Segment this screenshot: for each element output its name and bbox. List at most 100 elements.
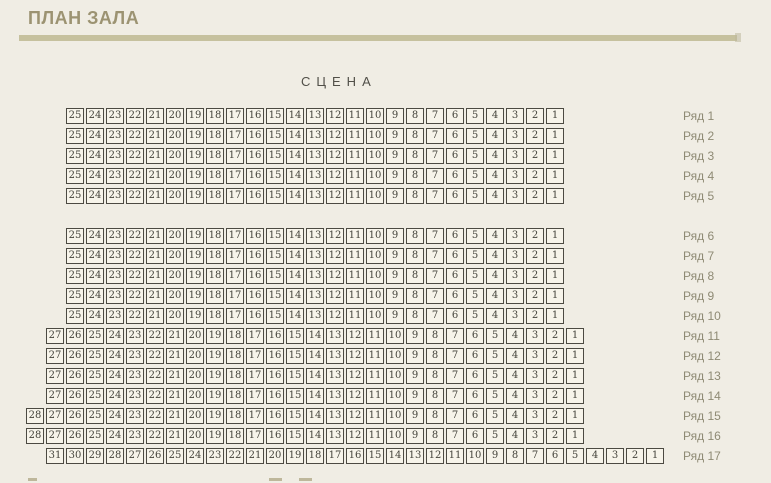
seat[interactable]: 18 bbox=[306, 448, 324, 464]
seat[interactable]: 1 bbox=[546, 188, 564, 204]
seat[interactable]: 20 bbox=[186, 408, 204, 424]
seat[interactable]: 14 bbox=[286, 188, 304, 204]
seat[interactable]: 20 bbox=[166, 168, 184, 184]
seat[interactable]: 4 bbox=[506, 428, 524, 444]
seat[interactable]: 7 bbox=[426, 108, 444, 124]
seat[interactable]: 13 bbox=[326, 408, 344, 424]
seat[interactable]: 21 bbox=[166, 348, 184, 364]
seat[interactable]: 16 bbox=[266, 348, 284, 364]
seat[interactable]: 6 bbox=[466, 328, 484, 344]
seat[interactable]: 19 bbox=[206, 328, 224, 344]
seat[interactable]: 18 bbox=[206, 228, 224, 244]
seat[interactable]: 22 bbox=[126, 288, 144, 304]
seat[interactable]: 25 bbox=[166, 448, 184, 464]
seat[interactable]: 24 bbox=[86, 268, 104, 284]
seat[interactable]: 14 bbox=[286, 168, 304, 184]
seat[interactable]: 24 bbox=[86, 228, 104, 244]
seat[interactable]: 21 bbox=[146, 268, 164, 284]
seat[interactable]: 15 bbox=[286, 428, 304, 444]
seat[interactable]: 26 bbox=[66, 328, 84, 344]
seat[interactable]: 19 bbox=[286, 448, 304, 464]
seat[interactable]: 8 bbox=[406, 268, 424, 284]
seat[interactable]: 6 bbox=[466, 388, 484, 404]
seat[interactable]: 21 bbox=[166, 388, 184, 404]
seat[interactable]: 14 bbox=[286, 108, 304, 124]
seat[interactable]: 13 bbox=[306, 148, 324, 164]
seat[interactable]: 19 bbox=[186, 288, 204, 304]
seat[interactable]: 27 bbox=[46, 408, 64, 424]
seat[interactable]: 3 bbox=[506, 248, 524, 264]
seat[interactable]: 8 bbox=[406, 308, 424, 324]
seat[interactable]: 20 bbox=[186, 368, 204, 384]
seat[interactable]: 10 bbox=[366, 108, 384, 124]
seat[interactable]: 25 bbox=[86, 428, 104, 444]
seat[interactable]: 6 bbox=[446, 188, 464, 204]
seat[interactable]: 17 bbox=[246, 388, 264, 404]
seat[interactable]: 4 bbox=[486, 248, 504, 264]
seat[interactable]: 17 bbox=[226, 188, 244, 204]
seat[interactable]: 19 bbox=[186, 108, 204, 124]
seat[interactable]: 13 bbox=[306, 108, 324, 124]
seat[interactable]: 6 bbox=[446, 168, 464, 184]
seat[interactable]: 14 bbox=[306, 348, 324, 364]
seat[interactable]: 8 bbox=[426, 368, 444, 384]
seat[interactable]: 15 bbox=[266, 228, 284, 244]
seat[interactable]: 23 bbox=[126, 408, 144, 424]
seat[interactable]: 21 bbox=[146, 108, 164, 124]
seat[interactable]: 23 bbox=[106, 268, 124, 284]
seat[interactable]: 25 bbox=[66, 188, 84, 204]
seat[interactable]: 14 bbox=[306, 368, 324, 384]
seat[interactable]: 19 bbox=[206, 408, 224, 424]
seat[interactable]: 8 bbox=[406, 128, 424, 144]
seat[interactable]: 12 bbox=[326, 148, 344, 164]
seat[interactable]: 19 bbox=[186, 148, 204, 164]
seat[interactable]: 26 bbox=[66, 388, 84, 404]
seat[interactable]: 17 bbox=[246, 408, 264, 424]
seat[interactable]: 14 bbox=[286, 288, 304, 304]
seat[interactable]: 10 bbox=[386, 328, 404, 344]
seat[interactable]: 22 bbox=[126, 248, 144, 264]
seat[interactable]: 6 bbox=[466, 368, 484, 384]
seat[interactable]: 11 bbox=[446, 448, 464, 464]
seat[interactable]: 21 bbox=[246, 448, 264, 464]
seat[interactable]: 11 bbox=[366, 348, 384, 364]
seat[interactable]: 3 bbox=[526, 348, 544, 364]
seat[interactable]: 20 bbox=[186, 328, 204, 344]
seat[interactable]: 15 bbox=[266, 128, 284, 144]
seat[interactable]: 9 bbox=[406, 408, 424, 424]
seat[interactable]: 20 bbox=[166, 228, 184, 244]
seat[interactable]: 24 bbox=[186, 448, 204, 464]
seat[interactable]: 22 bbox=[226, 448, 244, 464]
seat[interactable]: 13 bbox=[406, 448, 424, 464]
seat[interactable]: 9 bbox=[386, 248, 404, 264]
seat[interactable]: 20 bbox=[166, 148, 184, 164]
seat[interactable]: 3 bbox=[526, 368, 544, 384]
seat[interactable]: 10 bbox=[386, 428, 404, 444]
seat[interactable]: 24 bbox=[106, 328, 124, 344]
seat[interactable]: 7 bbox=[446, 428, 464, 444]
seat[interactable]: 15 bbox=[286, 388, 304, 404]
seat[interactable]: 5 bbox=[466, 308, 484, 324]
seat[interactable]: 2 bbox=[526, 308, 544, 324]
seat[interactable]: 23 bbox=[206, 448, 224, 464]
seat[interactable]: 3 bbox=[606, 448, 624, 464]
seat[interactable]: 21 bbox=[146, 248, 164, 264]
seat[interactable]: 22 bbox=[146, 348, 164, 364]
seat[interactable]: 23 bbox=[126, 348, 144, 364]
seat[interactable]: 1 bbox=[546, 228, 564, 244]
seat[interactable]: 22 bbox=[126, 268, 144, 284]
seat[interactable]: 20 bbox=[166, 308, 184, 324]
seat[interactable]: 13 bbox=[306, 188, 324, 204]
seat[interactable]: 24 bbox=[106, 348, 124, 364]
seat[interactable]: 18 bbox=[226, 408, 244, 424]
seat[interactable]: 7 bbox=[426, 288, 444, 304]
seat[interactable]: 18 bbox=[206, 168, 224, 184]
seat[interactable]: 18 bbox=[206, 248, 224, 264]
seat[interactable]: 9 bbox=[406, 388, 424, 404]
seat[interactable]: 5 bbox=[466, 168, 484, 184]
seat[interactable]: 28 bbox=[106, 448, 124, 464]
seat[interactable]: 25 bbox=[86, 348, 104, 364]
seat[interactable]: 15 bbox=[286, 348, 304, 364]
seat[interactable]: 24 bbox=[86, 108, 104, 124]
seat[interactable]: 14 bbox=[306, 428, 324, 444]
